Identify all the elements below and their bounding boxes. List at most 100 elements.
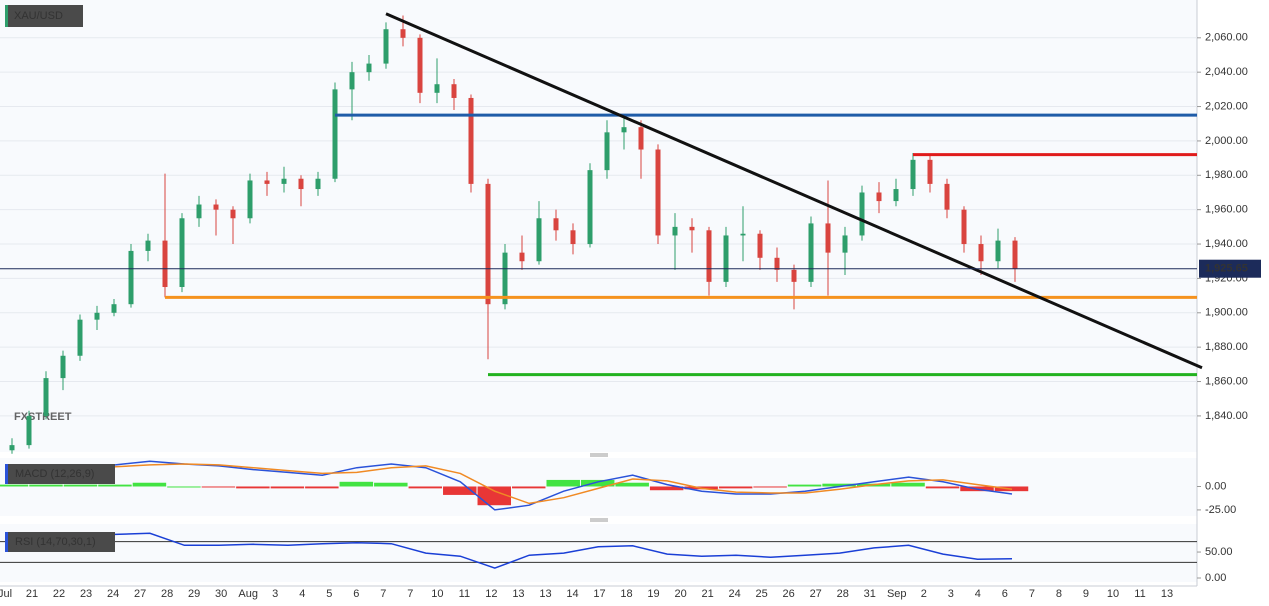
x-tick-label: 11 [1134,588,1145,600]
histogram-bar [132,482,167,487]
histogram-bar [580,479,615,487]
x-tick-label: 13 [539,588,551,600]
y-tick-label: 1,940.00 [1205,238,1248,250]
candle-body [247,180,253,219]
x-tick-label: 24 [729,588,741,600]
candle-body [128,250,134,305]
candle-body [162,240,168,288]
histogram-bar [443,486,477,495]
watermark: FXSTREET [14,411,72,423]
symbol-box [5,5,83,27]
y-tick-label: 2,060.00 [1205,32,1248,44]
y-tick-label: 50.00 [1205,546,1233,558]
x-tick-label: 27 [134,588,146,600]
candle-body [417,37,423,93]
candle-body [264,180,270,184]
x-tick-label: 7 [380,588,386,600]
histogram-bar [305,486,339,489]
y-tick-label: 1,880.00 [1205,341,1248,353]
symbol-accent [5,5,8,27]
histogram-bar [615,482,649,487]
x-tick-label: 5 [326,588,332,600]
y-tick-label: 1,960.00 [1205,204,1248,216]
candle-body [94,312,100,320]
x-tick-label: 10 [1107,588,1119,600]
indicator-label: RSI (14,70,30,1) [15,536,96,548]
histogram-bar [201,486,236,488]
x-tick-label: 27 [810,588,822,600]
candle-body [876,192,882,202]
histogram-bar [167,486,201,488]
candle-body [995,240,1001,262]
candle-body [825,223,831,253]
candle-body [366,63,372,73]
x-tick-label: 19 [647,588,659,600]
x-tick-label: 7 [407,588,413,600]
candle-body [60,355,66,379]
x-tick-label: 29 [188,588,200,600]
y-tick-label: 0.00 [1205,480,1226,492]
x-tick-label: Aug [238,588,258,600]
indicator-accent [5,464,8,484]
candle-body [723,235,729,282]
current-price-box [1199,259,1261,278]
candle-body [859,192,865,236]
candle-body [689,226,695,231]
x-tick-label: 13 [512,588,524,600]
pane-handle[interactable] [590,518,608,522]
candle-body [383,29,389,64]
candle-body [349,72,355,90]
candle-body [944,183,950,210]
candle-body [502,252,508,305]
x-tick-label: 18 [620,588,632,600]
candle-body [672,226,678,236]
x-tick-label: 25 [756,588,768,600]
x-tick-label: 24 [107,588,119,600]
histogram-bar [925,486,960,489]
candle-body [468,97,474,184]
x-tick-label: 17 [593,588,605,600]
trend-line [385,12,1203,370]
x-tick-label: 14 [566,588,578,600]
histogram-bar [98,484,132,487]
candle-body [910,159,916,190]
pane-handle[interactable] [590,453,608,457]
histogram-bar [649,486,684,491]
candle-body [434,84,440,93]
x-tick-label: 23 [80,588,92,600]
y-tick-label: 2,000.00 [1205,135,1248,147]
candle-body [298,178,304,190]
x-tick-label: 11 [459,588,470,600]
candle-body [196,204,202,219]
candle-body [740,233,746,236]
candle-body [808,223,814,282]
histogram-bar [753,486,787,488]
candle-body [893,189,899,202]
histogram-bar [718,486,753,489]
candle-body [604,132,610,171]
macd-line [11,463,1013,505]
candle-body [26,415,32,446]
y-tick-label: 2,040.00 [1205,66,1248,78]
candle-body [961,209,967,245]
candle-body [179,218,185,288]
x-tick-label: 28 [837,588,849,600]
x-tick-label: 4 [975,588,981,600]
candle-body [621,127,627,133]
candle-body [315,178,321,190]
x-tick-label: 6 [1002,588,1008,600]
indicator-label: MACD (12,26,9) [15,468,94,480]
candle-body [230,209,236,219]
histogram-bar [270,486,305,489]
candle-body [553,218,559,231]
histogram-bar [339,481,374,487]
candle-body [791,269,797,282]
current-price-label: 1,925.65 [1205,263,1248,275]
x-tick-label: 21 [701,588,713,600]
x-tick-label: 30 [215,588,227,600]
candle-body [111,304,117,313]
y-tick-label: 1,900.00 [1205,307,1248,319]
plot: 1,840.001,860.001,880.001,900.001,920.00… [0,5,1261,600]
histogram-bar [29,484,63,487]
x-tick-label: 10 [431,588,443,600]
